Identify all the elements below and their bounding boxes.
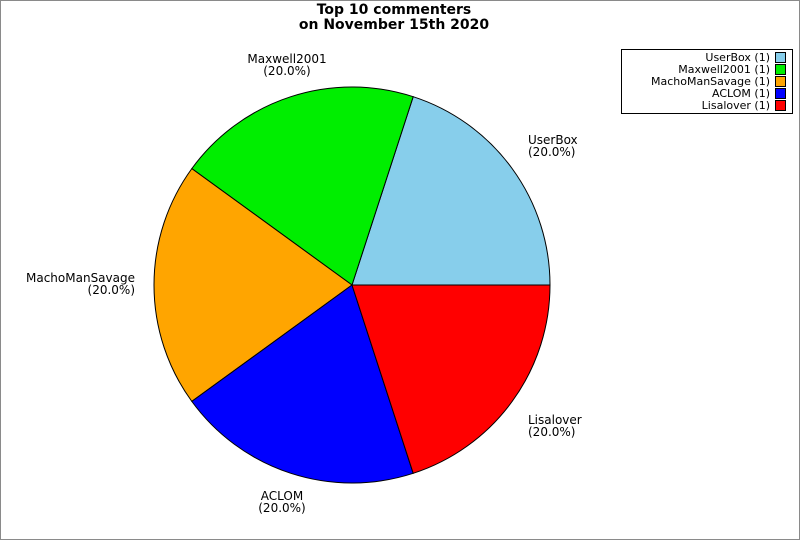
slice-label-maxwell2001: Maxwell2001 (20.0%) (137, 53, 437, 77)
legend-swatch (775, 76, 786, 87)
chart-title: Top 10 commenters on November 15th 2020 (298, 2, 490, 33)
pie-slice-lisalover (351, 284, 551, 474)
legend-label: ACLOM (1) (712, 86, 770, 100)
legend-swatch (775, 52, 786, 63)
slice-name: Maxwell2001 (247, 52, 327, 66)
pie-chart (153, 86, 551, 484)
legend-label: MachoManSavage (1) (651, 74, 770, 88)
slice-label-lisalover: Lisalover (20.0%) (528, 414, 582, 438)
slice-label-userbox: UserBox (20.0%) (528, 134, 578, 158)
legend-swatch (775, 88, 786, 99)
slice-label-aclom: ACLOM (20.0%) (132, 490, 432, 514)
slice-name: UserBox (528, 133, 578, 147)
legend-row: Lisalover (1) (626, 98, 786, 112)
slice-percent: (20.0%) (528, 145, 576, 159)
legend-swatch (775, 64, 786, 75)
legend-label: Lisalover (1) (701, 98, 770, 112)
legend-label: Maxwell2001 (1) (678, 62, 770, 76)
pie-slice-userbox (351, 96, 551, 286)
slice-percent: (20.0%) (87, 283, 135, 297)
legend-swatch (775, 100, 786, 111)
legend-row: MachoManSavage (1) (626, 74, 786, 88)
slice-name: Lisalover (528, 413, 582, 427)
slice-name: MachoManSavage (26, 271, 135, 285)
slice-name: ACLOM (260, 489, 304, 503)
legend-row: UserBox (1) (626, 50, 786, 64)
pie-slice-machomansavage (153, 167, 353, 403)
legend: UserBox (1) Maxwell2001 (1) MachoManSava… (621, 49, 793, 114)
legend-row: ACLOM (1) (626, 86, 786, 100)
legend-label: UserBox (1) (705, 50, 770, 64)
slice-percent: (20.0%) (528, 425, 576, 439)
pie-slice-aclom (191, 284, 414, 484)
slice-percent: (20.0%) (258, 501, 306, 515)
slice-label-machomansavage: MachoManSavage (20.0%) (1, 272, 135, 296)
pie-slice-maxwell2001 (191, 86, 414, 286)
legend-row: Maxwell2001 (1) (626, 62, 786, 76)
slice-percent: (20.0%) (263, 64, 311, 78)
